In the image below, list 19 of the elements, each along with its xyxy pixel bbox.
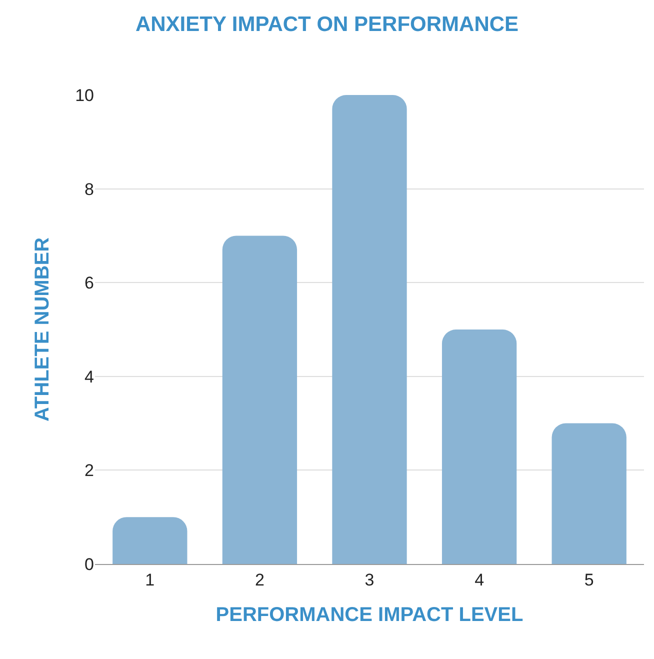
x-tick-label: 5 [584, 570, 594, 590]
y-tick-label: 4 [84, 367, 94, 386]
bar [332, 95, 407, 564]
chart-title: ANXIETY IMPACT ON PERFORMANCE [135, 13, 519, 36]
y-tick-label: 10 [75, 86, 94, 105]
bar [222, 236, 298, 564]
x-tick-label: 3 [364, 570, 374, 590]
y-tick-label: 6 [84, 274, 94, 293]
x-tick-label: 2 [254, 570, 264, 590]
bar [442, 330, 517, 564]
bar [112, 517, 188, 564]
x-tick-label: 4 [474, 570, 484, 590]
x-axis-title: PERFORMANCE IMPACT LEVEL [216, 604, 524, 626]
bar [552, 423, 626, 564]
y-axis-title: ATHLETE NUMBER [32, 236, 54, 422]
x-tick-label: 1 [145, 570, 155, 590]
y-tick-label: 0 [84, 554, 94, 574]
y-tick-label: 8 [84, 180, 94, 199]
y-tick-label: 2 [84, 461, 94, 480]
